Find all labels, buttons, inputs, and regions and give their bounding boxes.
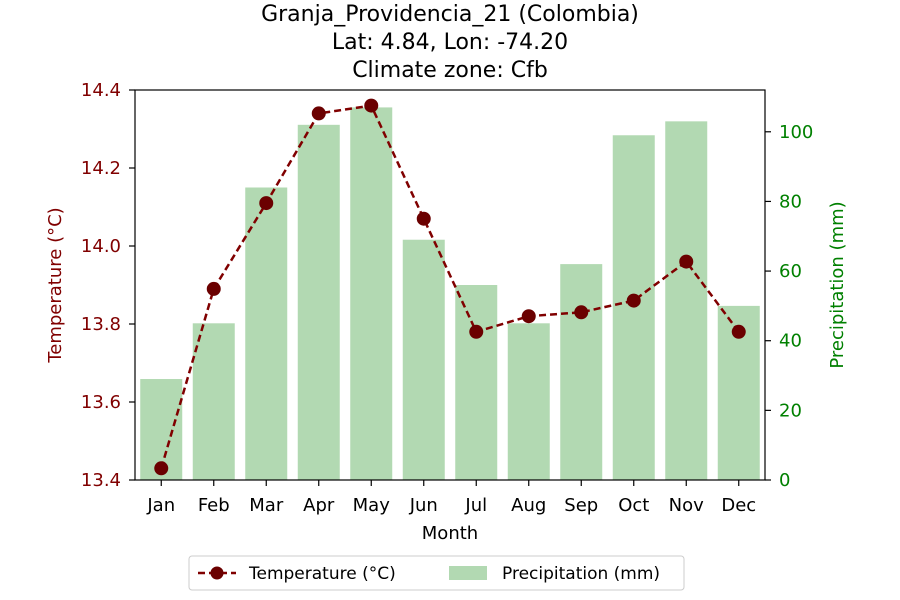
temperature-point [416,211,431,226]
legend: Temperature (°C) Precipitation (mm) [188,555,685,591]
legend-temperature-marker [210,566,224,580]
precipitation-bar [665,121,708,480]
x-tick-label: Nov [669,495,704,516]
x-axis: Jan Feb Mar Apr May Jun Jul Aug Sep Oct Nov Dec [146,480,756,516]
temperature-point [574,305,589,320]
precipitation-bar [192,323,235,480]
x-tick-label: Sep [564,495,598,516]
precipitation-tick-label: 60 [779,261,802,282]
x-tick-label: Aug [511,495,546,516]
legend-precipitation-swatch [449,566,487,580]
temperature-tick-label: 13.8 [81,314,121,335]
title-line-3: Climate zone: Cfb [352,58,548,83]
precipitation-bars [140,107,760,481]
x-tick-label: Jul [464,495,487,516]
temperature-tick-label: 13.4 [81,470,121,491]
temperature-point [731,324,746,339]
temperature-tick-label: 14.2 [81,158,121,179]
temperature-point [206,281,221,296]
x-axis-label: Month [422,523,478,544]
temperature-point [364,98,379,113]
x-tick-label: Apr [303,495,335,516]
precipitation-tick-label: 0 [779,470,790,491]
precipitation-bar [455,285,498,480]
x-tick-label: Dec [721,495,756,516]
temperature-axis: 13.4 13.6 13.8 14.0 14.2 14.4 [81,80,135,491]
x-tick-label: Mar [249,495,284,516]
title-line-1: Granja_Providencia_21 (Colombia) [261,2,639,27]
temperature-point [469,324,484,339]
precipitation-tick-label: 80 [779,191,802,212]
temperature-line [160,104,740,469]
precipitation-tick-label: 20 [779,400,802,421]
precipitation-axis-label: Precipitation (mm) [827,201,848,368]
temperature-series [154,98,746,476]
precipitation-tick-label: 40 [779,331,802,352]
temperature-axis-label: Temperature (°C) [45,207,66,363]
temperature-tick-label: 14.0 [81,236,121,257]
legend-box [188,555,685,591]
x-tick-label: Oct [618,495,649,516]
temperature-point [311,106,326,121]
x-tick-label: Jun [409,495,438,516]
title-line-2: Lat: 4.84, Lon: -74.20 [332,30,568,55]
temperature-tick-label: 13.6 [81,392,121,413]
legend-precipitation-label: Precipitation (mm) [502,564,660,584]
temperature-point [259,196,274,211]
chart-title: Granja_Providencia_21 (Colombia) Lat: 4.… [261,2,639,83]
temperature-point [626,293,641,308]
precipitation-axis: 0 20 40 60 80 100 [765,122,813,491]
x-tick-label: May [353,495,391,516]
precipitation-bar [350,107,393,481]
precipitation-bar [560,264,603,480]
precipitation-bar [507,323,550,480]
temperature-point [154,461,169,476]
x-tick-label: Jan [146,495,175,516]
legend-temperature-label: Temperature (°C) [248,564,396,584]
precipitation-bar [297,124,340,481]
precipitation-bar [402,239,445,480]
temperature-point [679,254,694,269]
precipitation-bar [612,135,655,480]
x-tick-label: Feb [198,495,230,516]
temperature-point [521,309,536,324]
temperature-tick-label: 14.4 [81,80,121,101]
precipitation-tick-label: 100 [779,122,813,143]
precipitation-bar [245,187,288,480]
plot-frame [134,89,766,481]
